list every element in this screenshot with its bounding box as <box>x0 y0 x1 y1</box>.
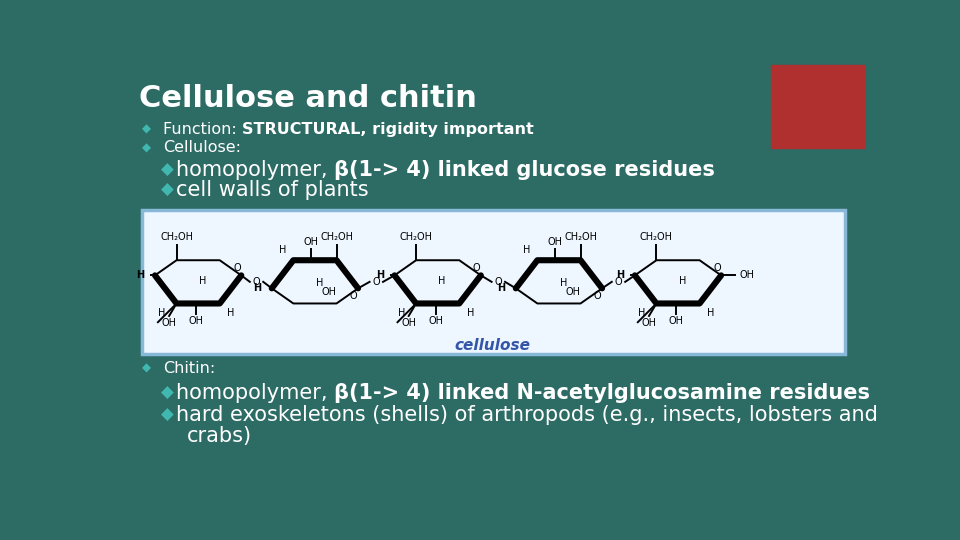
Text: H: H <box>199 276 206 286</box>
Text: O: O <box>494 277 502 287</box>
Text: ◆: ◆ <box>142 362 152 375</box>
Text: β(1-> 4) linked N-acetylglucosamine residues: β(1-> 4) linked N-acetylglucosamine resi… <box>334 383 870 403</box>
Text: H: H <box>316 278 323 288</box>
Text: ◆: ◆ <box>161 180 174 199</box>
Text: OH: OH <box>428 316 443 326</box>
Bar <box>771 65 864 148</box>
Text: O: O <box>472 263 480 273</box>
Text: Chitin:: Chitin: <box>163 361 215 376</box>
Text: H: H <box>679 276 686 286</box>
Text: β(1-> 4) linked glucose residues: β(1-> 4) linked glucose residues <box>334 160 715 180</box>
Text: O: O <box>350 291 357 301</box>
Text: H: H <box>439 276 445 286</box>
Text: H: H <box>467 308 474 318</box>
Text: OH: OH <box>740 271 755 280</box>
Text: O: O <box>594 291 602 301</box>
Text: cell walls of plants: cell walls of plants <box>176 179 369 200</box>
Text: H: H <box>707 308 714 318</box>
FancyBboxPatch shape <box>142 211 846 354</box>
Text: CH₂OH: CH₂OH <box>640 232 673 242</box>
Text: OH: OH <box>188 316 204 326</box>
Text: CH₂OH: CH₂OH <box>564 232 597 242</box>
Text: H: H <box>497 284 505 293</box>
Text: H: H <box>560 278 567 288</box>
Text: H: H <box>376 271 384 280</box>
Text: O: O <box>614 277 622 287</box>
Text: Cellulose:: Cellulose: <box>163 140 241 156</box>
Text: OH: OH <box>303 238 318 247</box>
Text: H: H <box>522 245 530 255</box>
Text: O: O <box>372 277 380 287</box>
Text: H: H <box>136 271 145 280</box>
Text: CH₂OH: CH₂OH <box>160 232 193 242</box>
Text: ◆: ◆ <box>142 141 152 154</box>
Text: homopolymer,: homopolymer, <box>176 160 334 180</box>
Text: CH₂OH: CH₂OH <box>399 232 433 242</box>
Text: H: H <box>228 308 234 318</box>
Text: ◆: ◆ <box>142 123 152 136</box>
Text: H: H <box>397 308 405 318</box>
Text: OH: OH <box>401 319 417 328</box>
Text: Function:: Function: <box>163 122 242 137</box>
Text: CH₂OH: CH₂OH <box>320 232 353 242</box>
Text: ◆: ◆ <box>161 160 174 179</box>
Text: O: O <box>233 263 241 273</box>
Text: Cellulose and chitin: Cellulose and chitin <box>138 84 476 112</box>
Text: ◆: ◆ <box>161 406 174 424</box>
Text: O: O <box>713 263 721 273</box>
Text: OH: OH <box>322 287 337 297</box>
Text: OH: OH <box>161 319 177 328</box>
Text: homopolymer,: homopolymer, <box>176 383 334 403</box>
Text: OH: OH <box>668 316 684 326</box>
Text: OH: OH <box>641 319 657 328</box>
Text: H: H <box>278 245 286 255</box>
Text: H: H <box>616 271 624 280</box>
Text: H: H <box>253 284 261 293</box>
Text: O: O <box>252 277 260 287</box>
Text: ◆: ◆ <box>161 384 174 402</box>
Text: cellulose: cellulose <box>454 338 530 353</box>
Text: STRUCTURAL, rigidity important: STRUCTURAL, rigidity important <box>242 122 534 137</box>
Text: OH: OH <box>565 287 581 297</box>
Text: hard exoskeletons (shells) of arthropods (e.g., insects, lobsters and: hard exoskeletons (shells) of arthropods… <box>176 405 877 425</box>
Text: OH: OH <box>547 238 563 247</box>
Text: H: H <box>637 308 645 318</box>
Text: crabs): crabs) <box>187 426 252 446</box>
Text: H: H <box>158 308 165 318</box>
